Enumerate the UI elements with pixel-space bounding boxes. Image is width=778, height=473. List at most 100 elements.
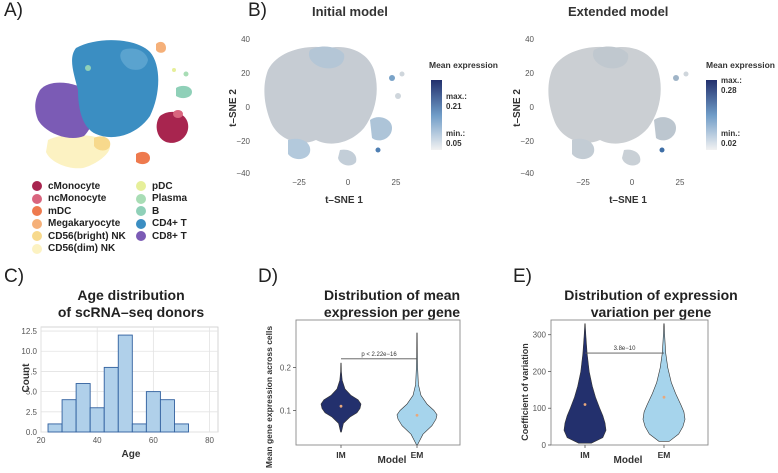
- panel-label-d: D): [258, 266, 279, 287]
- legend-label: CD4+ T: [152, 218, 187, 230]
- violin-em: [642, 323, 686, 442]
- histogram-title-line1: Age distribution: [77, 287, 184, 303]
- violin-e-title-line1: Distribution of expression: [564, 287, 737, 303]
- y-tick-label: −20: [236, 137, 250, 146]
- legend-item: cMonocyte: [32, 180, 126, 193]
- legend-swatch: [32, 218, 42, 229]
- legend-swatch: [136, 218, 146, 229]
- histogram-bar: [75, 383, 91, 433]
- initial-model-yticks: 40 20 0 −20 −40: [236, 35, 250, 178]
- violin-im: [563, 323, 607, 444]
- legend-item: CD4+ T: [136, 218, 187, 231]
- legend-label: CD8+ T: [152, 230, 187, 242]
- histogram-title-line2: of scRNA–seq donors: [58, 304, 204, 320]
- y-tick-label: 7.5: [26, 367, 38, 376]
- histogram-bar: [47, 423, 63, 433]
- panel-label-b: B): [248, 0, 267, 21]
- extended-colorbar-min-label: min.:: [721, 129, 740, 138]
- cluster-mdc: [136, 151, 150, 165]
- y-tick-label: 0: [542, 441, 547, 450]
- x-tick-label: IM: [336, 450, 345, 460]
- extended-colorbar-max-label: max.:: [721, 76, 742, 85]
- histogram-bar: [61, 399, 77, 433]
- legend-label: Megakaryocyte: [48, 218, 121, 230]
- y-tick-label: 0.0: [26, 428, 38, 437]
- x-tick-label: 60: [149, 436, 158, 445]
- initial-model-plot: Initial model 40 20 0 −20 −40 −25 0 25 t…: [228, 4, 498, 206]
- y-tick-label: −20: [520, 137, 534, 146]
- legend-swatch: [136, 181, 146, 192]
- extended-model-ylabel: t–SNE 2: [512, 89, 523, 127]
- legend-item: CD56(bright) NK: [32, 230, 126, 243]
- y-tick-label: 2.5: [26, 408, 38, 417]
- initial-colorbar-max-label: max.:: [446, 92, 467, 101]
- celltype-legend-col2: pDC Plasma B CD4+ T CD8+ T: [136, 180, 187, 243]
- y-tick-label: 40: [241, 35, 250, 44]
- initial-model-xticks: −25 0 25: [292, 178, 401, 187]
- celltype-clusters: [35, 40, 192, 169]
- mean-expression-violin-chart: Distribution of mean expression per gene…: [264, 287, 461, 468]
- violin-panel-frame: [295, 319, 461, 446]
- x-tick-label: −25: [292, 178, 306, 187]
- extended-colorbar-title: Mean expression: [706, 60, 775, 70]
- legend-label: cMonocyte: [48, 180, 101, 192]
- initial-colorbar: [431, 80, 442, 150]
- celltype-legend-col1: cMonocyte ncMonocyte mDC Megakaryocyte C…: [32, 180, 126, 255]
- comparison-pvalue-label: 3.8e−10: [614, 346, 637, 352]
- y-tick-label: −40: [520, 169, 534, 178]
- histogram-bars: [47, 334, 189, 433]
- histogram-x-ticks: 20 40 60 80: [37, 436, 215, 445]
- celltype-tsne-plot: [28, 30, 206, 180]
- x-tick-label: 25: [392, 178, 401, 187]
- cluster-cd56bright-nk: [94, 136, 111, 151]
- legend-label: mDC: [48, 205, 72, 217]
- cluster-plasma: [183, 71, 189, 77]
- panel-label-e: E): [513, 266, 532, 287]
- cluster-cd56dim-nk: [46, 134, 110, 169]
- y-tick-label: 0: [530, 103, 535, 112]
- panel-label-a: A): [4, 0, 23, 21]
- legend-item: CD8+ T: [136, 230, 187, 243]
- y-tick-label: 20: [525, 69, 534, 78]
- extended-model-xlabel: t–SNE 1: [609, 195, 647, 206]
- extended-model-points: [548, 46, 689, 166]
- violin-d-title-line1: Distribution of mean: [324, 287, 460, 303]
- comparison-pvalue-label: p < 2.22e−16: [361, 352, 397, 358]
- extended-colorbar-min-value: 0.02: [721, 139, 737, 148]
- histogram-xlabel: Age: [122, 449, 141, 460]
- legend-swatch: [32, 243, 42, 254]
- y-tick-label: 200: [533, 367, 547, 376]
- cluster-cmonocyte: [156, 111, 189, 143]
- y-tick-label: 100: [533, 404, 547, 413]
- violin-e-title-line2: variation per gene: [591, 304, 712, 320]
- histogram-bar: [174, 423, 189, 433]
- x-tick-label: 25: [676, 178, 685, 187]
- histogram-bar: [131, 423, 147, 433]
- initial-model-ylabel: t–SNE 2: [228, 89, 239, 127]
- x-tick-label: EM: [411, 450, 424, 460]
- y-tick-label: 0.1: [280, 407, 292, 416]
- y-tick-label: 40: [525, 35, 534, 44]
- legend-item: pDC: [136, 180, 187, 193]
- extended-model-yticks: 40 20 0 −20 −40: [520, 35, 534, 178]
- legend-item: ncMonocyte: [32, 193, 126, 206]
- age-histogram-chart: Age distribution of scRNA–seq donors 0.0…: [21, 287, 219, 460]
- y-tick-label: −40: [236, 169, 250, 178]
- y-tick-label: 0: [246, 103, 251, 112]
- violin-d-title-line2: expression per gene: [324, 304, 460, 320]
- y-tick-label: 300: [533, 331, 547, 340]
- initial-colorbar-min-value: 0.05: [446, 139, 462, 148]
- legend-label: CD56(dim) NK: [48, 243, 116, 255]
- initial-model-points: [264, 46, 405, 166]
- histogram-bar: [117, 334, 133, 433]
- legend-label: Plasma: [152, 193, 188, 205]
- x-tick-label: 80: [205, 436, 214, 445]
- violin-e-ylabel: Coefficient of variation: [520, 343, 530, 441]
- legend-swatch: [136, 206, 146, 217]
- cluster-pdc: [172, 68, 176, 72]
- initial-colorbar-max-value: 0.21: [446, 102, 462, 111]
- x-tick-label: 20: [37, 436, 46, 445]
- extended-colorbar-max-value: 0.28: [721, 86, 737, 95]
- legend-item: B: [136, 205, 187, 218]
- histogram-bar: [159, 399, 175, 433]
